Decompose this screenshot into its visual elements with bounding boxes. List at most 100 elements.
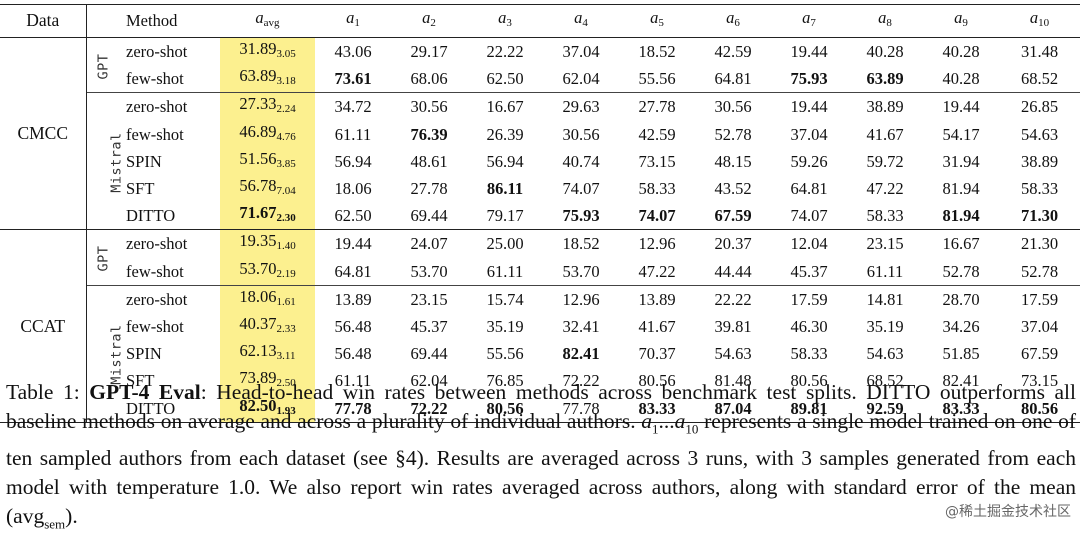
table-row: CCAT GPT zero-shot 19.351.40 19.44 24.07 25.00… <box>0 229 1080 423</box>
value-cell: 76.39 <box>410 124 448 144</box>
value-cell: 19.44 <box>942 97 980 117</box>
dataset-label: CMCC <box>0 37 87 230</box>
value-cell: 56.94 <box>334 151 372 171</box>
avg-cell: 18.061.61 <box>220 285 315 314</box>
avg-value: 82.50 <box>239 395 277 415</box>
avg-cell: 82.501.93 <box>220 394 315 423</box>
value-cell: 18.52 <box>638 42 676 61</box>
value-cell: 40.28 <box>942 42 980 61</box>
avg-cell: 19.351.40 <box>220 229 315 258</box>
value-cell: 32.41 <box>562 317 600 337</box>
value-cell: 55.56 <box>486 344 524 364</box>
avg-sem: 2.24 <box>276 103 296 116</box>
model-group-label: Mistral <box>108 324 125 386</box>
header-author-1: a1 <box>315 5 391 38</box>
value-cell: 47.22 <box>866 179 904 199</box>
avg-cell: 71.672.30 <box>220 202 315 230</box>
value-cell: 16.67 <box>942 234 980 254</box>
value-cell: 34.72 <box>334 97 372 117</box>
avg-sem: 3.05 <box>276 48 296 60</box>
avg-sem: 1.61 <box>276 295 296 308</box>
avg-value: 62.13 <box>239 341 277 361</box>
header-author-base: a <box>498 8 507 28</box>
value-cell: 67.59 <box>1020 344 1059 364</box>
value-cell: 34.26 <box>942 317 980 337</box>
method-cell: few-shot <box>126 124 184 144</box>
header-author-sub: 10 <box>1038 17 1050 30</box>
value-cell: 37.04 <box>790 124 828 144</box>
header-avg-sub: avg <box>263 17 280 30</box>
method-cell: few-shot <box>126 69 184 89</box>
value-cell: 62.50 <box>486 69 524 89</box>
watermark: @稀土掘金技术社区 <box>942 501 1074 521</box>
value-cell: 38.89 <box>1020 151 1059 171</box>
value-cell: 13.89 <box>334 289 372 309</box>
value-cell: 46.30 <box>790 317 828 337</box>
value-cell: 15.74 <box>486 289 524 309</box>
value-cell: 24.07 <box>410 234 448 254</box>
value-cell: 20.37 <box>714 234 752 254</box>
value-cell: 79.17 <box>486 206 524 226</box>
avg-value: 71.67 <box>239 203 277 223</box>
table-row: DITTO 71.672.30 62.50 69.44 79.17 75.93 74.07 6… <box>0 202 1080 230</box>
value-cell: 67.59 <box>714 206 752 226</box>
avg-value: 63.89 <box>239 66 277 86</box>
avg-value: 73.89 <box>239 368 277 388</box>
value-cell: 56.48 <box>334 344 372 364</box>
value-cell: 81.48 <box>714 371 752 391</box>
header-author-sub: 3 <box>506 17 512 30</box>
value-cell: 63.89 <box>866 69 904 89</box>
value-cell: 40.74 <box>562 151 600 171</box>
header-author-base: a <box>954 8 963 28</box>
value-cell: 68.52 <box>1020 69 1059 89</box>
value-cell: 62.50 <box>334 206 372 226</box>
value-cell: 12.04 <box>790 234 828 254</box>
value-cell: 54.63 <box>714 344 752 364</box>
value-cell: 56.94 <box>486 151 524 171</box>
value-cell: 25.00 <box>486 234 524 254</box>
value-cell: 30.56 <box>562 124 600 144</box>
header-author-sub: 2 <box>430 17 436 30</box>
table-row: few-shot 63.893.18 73.61 68.06 62.50 62.04 55.… <box>0 65 1080 93</box>
avg-cell: 63.893.18 <box>220 65 315 93</box>
value-cell: 58.33 <box>790 344 828 364</box>
header-author-sub: 6 <box>734 17 740 30</box>
caption-a10-sub: 10 <box>685 421 699 437</box>
avg-sem: 2.19 <box>276 267 296 280</box>
avg-sem: 2.30 <box>276 212 296 225</box>
value-cell: 26.85 <box>1020 97 1059 117</box>
avg-value: 46.89 <box>239 121 277 141</box>
value-cell: 77.78 <box>562 398 600 418</box>
avg-cell: 31.893.05 <box>220 37 315 66</box>
dataset-label: CCAT <box>0 229 87 423</box>
table-row: few-shot 40.372.33 56.48 45.37 35.19 32.41 41.… <box>0 313 1080 341</box>
value-cell: 19.44 <box>790 42 828 61</box>
header-author-base: a <box>650 8 659 28</box>
avg-cell: 51.563.85 <box>220 147 315 176</box>
model-group-label: GPT <box>95 53 112 80</box>
value-cell: 61.11 <box>866 261 904 281</box>
value-cell: 31.48 <box>1020 42 1059 61</box>
value-cell: 29.63 <box>562 97 600 117</box>
value-cell: 87.04 <box>714 398 752 418</box>
header-row: Data Method aavg a1 a2 a3 a4 a5 a6 a7 a8 a9 a10 <box>0 4 1080 38</box>
value-cell: 59.26 <box>790 151 828 171</box>
value-cell: 64.81 <box>790 179 828 199</box>
method-cell: zero-shot <box>126 289 188 309</box>
value-cell: 64.81 <box>714 69 752 89</box>
header-author-base: a <box>422 8 431 28</box>
value-cell: 80.56 <box>1020 398 1059 418</box>
avg-sem: 7.04 <box>276 185 296 198</box>
value-cell: 40.28 <box>942 69 980 89</box>
value-cell: 74.07 <box>638 206 676 226</box>
header-avg: aavg <box>220 5 315 38</box>
value-cell: 75.93 <box>790 69 828 89</box>
value-cell: 41.67 <box>866 124 904 144</box>
value-cell: 72.22 <box>410 398 448 418</box>
avg-sem: 1.93 <box>276 404 296 417</box>
value-cell: 47.22 <box>638 261 676 281</box>
caption-text-3: ). <box>65 504 78 529</box>
value-cell: 19.44 <box>790 97 828 117</box>
value-cell: 53.70 <box>410 261 448 281</box>
method-cell: SPIN <box>126 344 162 364</box>
